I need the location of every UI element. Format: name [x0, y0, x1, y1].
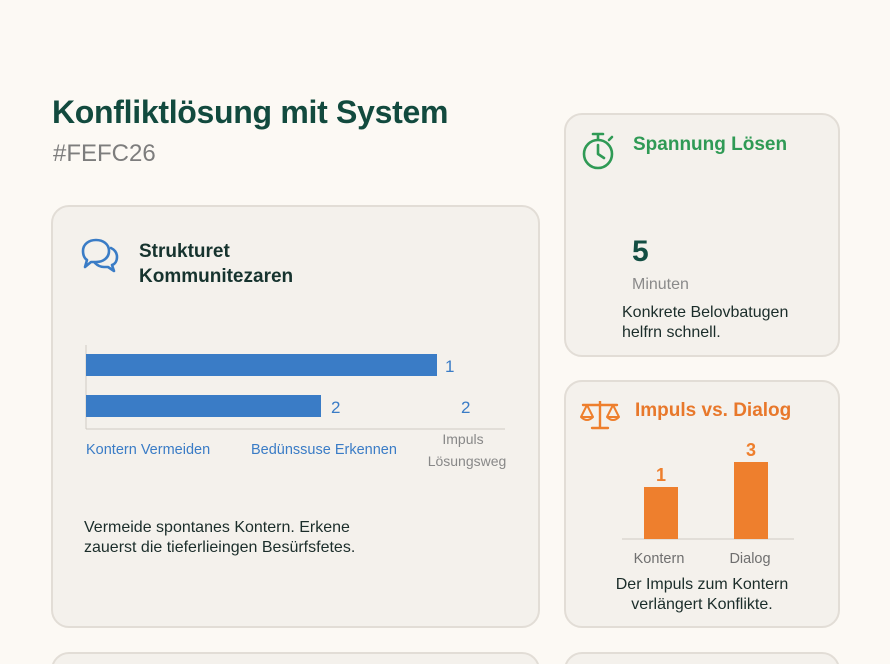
page-title: Konfliktlösung mit System: [52, 94, 449, 130]
tension-card: Spannung Lösen 5 Minuten Konkrete Belovb…: [564, 113, 840, 357]
column-category-dialog: Dialog: [729, 551, 770, 567]
column-category-kontern: Kontern: [634, 551, 685, 567]
chart-category-1: Kontern Vermeiden: [86, 442, 210, 458]
minutes-unit: Minuten: [632, 276, 689, 293]
chart-category-3-line-2: Lösungsweg: [428, 453, 507, 469]
chart-bar-1-label: 1: [445, 357, 454, 376]
tension-card-text: Konkrete Belovbatugen helfrn schnell.: [622, 304, 789, 341]
communication-card-title: Strukturet Kommunitezaren: [139, 241, 294, 287]
communication-bar-chart: 1 2 2 Kontern Vermeiden Bedünssuse Erken…: [85, 345, 507, 469]
column-value-dialog: 3: [746, 440, 756, 460]
scale-icon: [578, 398, 622, 437]
chart-bar-2: [86, 395, 321, 417]
column-bar-dialog: [734, 462, 768, 539]
impulse-column-chart: 1 3 Kontern Dialog: [622, 440, 794, 567]
impulse-card-title: Impuls vs. Dialog: [635, 400, 792, 421]
bottom-left-card: [51, 652, 540, 664]
minutes-value: 5: [632, 235, 649, 268]
stopwatch-icon: [580, 131, 616, 176]
chart-category-2: Bedünssuse Erkennen: [251, 442, 397, 458]
communication-card-text: Vermeide spontanes Kontern. Erkene zauer…: [84, 519, 356, 556]
impulse-card-text: Der Impuls zum Kontern verlängert Konfli…: [615, 576, 789, 613]
chart-bar-1: [86, 354, 437, 376]
tension-card-title: Spannung Lösen: [633, 134, 788, 155]
chart-category-3-line-1: Impuls: [442, 431, 483, 447]
impulse-card: Impuls vs. Dialog 1 3 Kontern Dialog Der…: [564, 380, 840, 628]
speech-bubbles-icon: [79, 237, 121, 280]
chart-bar-2-label: 2: [331, 398, 340, 417]
page-subtitle: #FEFC26: [53, 140, 156, 167]
column-bar-kontern: [644, 487, 678, 539]
column-value-kontern: 1: [656, 465, 666, 485]
chart-extra-label: 2: [461, 398, 470, 417]
communication-card: Strukturet Kommunitezaren 1 2 2 Kontern …: [51, 205, 540, 628]
bottom-right-card: [564, 652, 840, 664]
